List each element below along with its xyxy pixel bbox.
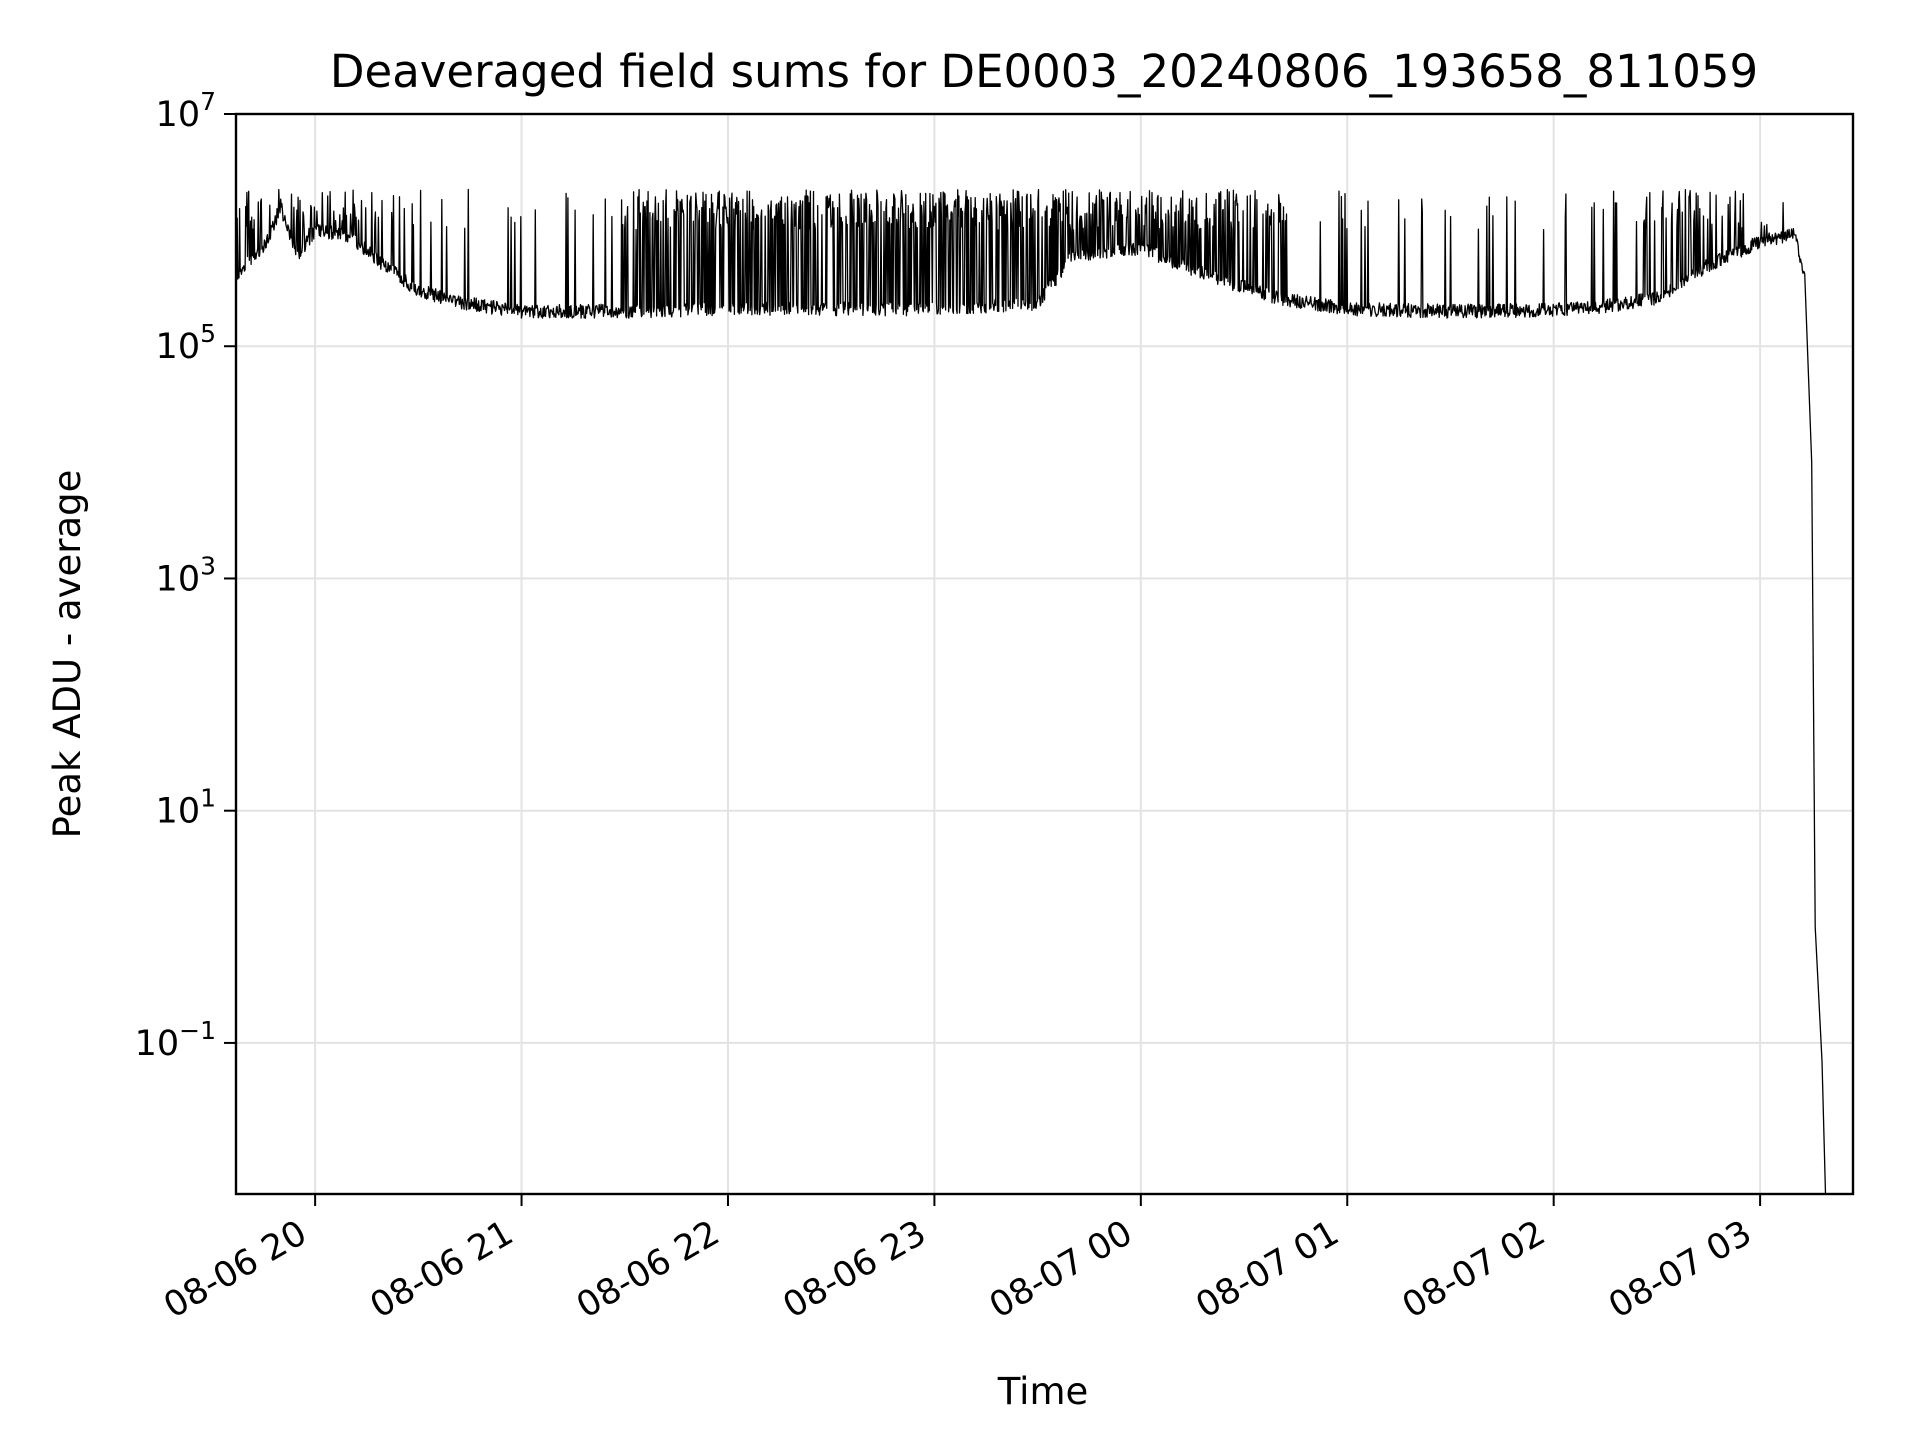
series-layer (235, 188, 1827, 1195)
y-axis-label: Peak ADU - average (46, 470, 89, 839)
y-tick-label: 101 (156, 784, 216, 832)
y-tick-label: 105 (156, 319, 216, 367)
plot-area-frame (234, 112, 1855, 1196)
y-tick-label: 103 (156, 551, 216, 599)
x-axis-label: Time (997, 1370, 1089, 1413)
y-tick-label: 107 (156, 87, 216, 135)
chart-title: Deaveraged field sums for DE0003_2024080… (330, 45, 1758, 98)
y-tick-label: 10−1 (135, 1016, 216, 1064)
grid (236, 114, 1853, 1194)
series-line (235, 188, 1827, 1195)
